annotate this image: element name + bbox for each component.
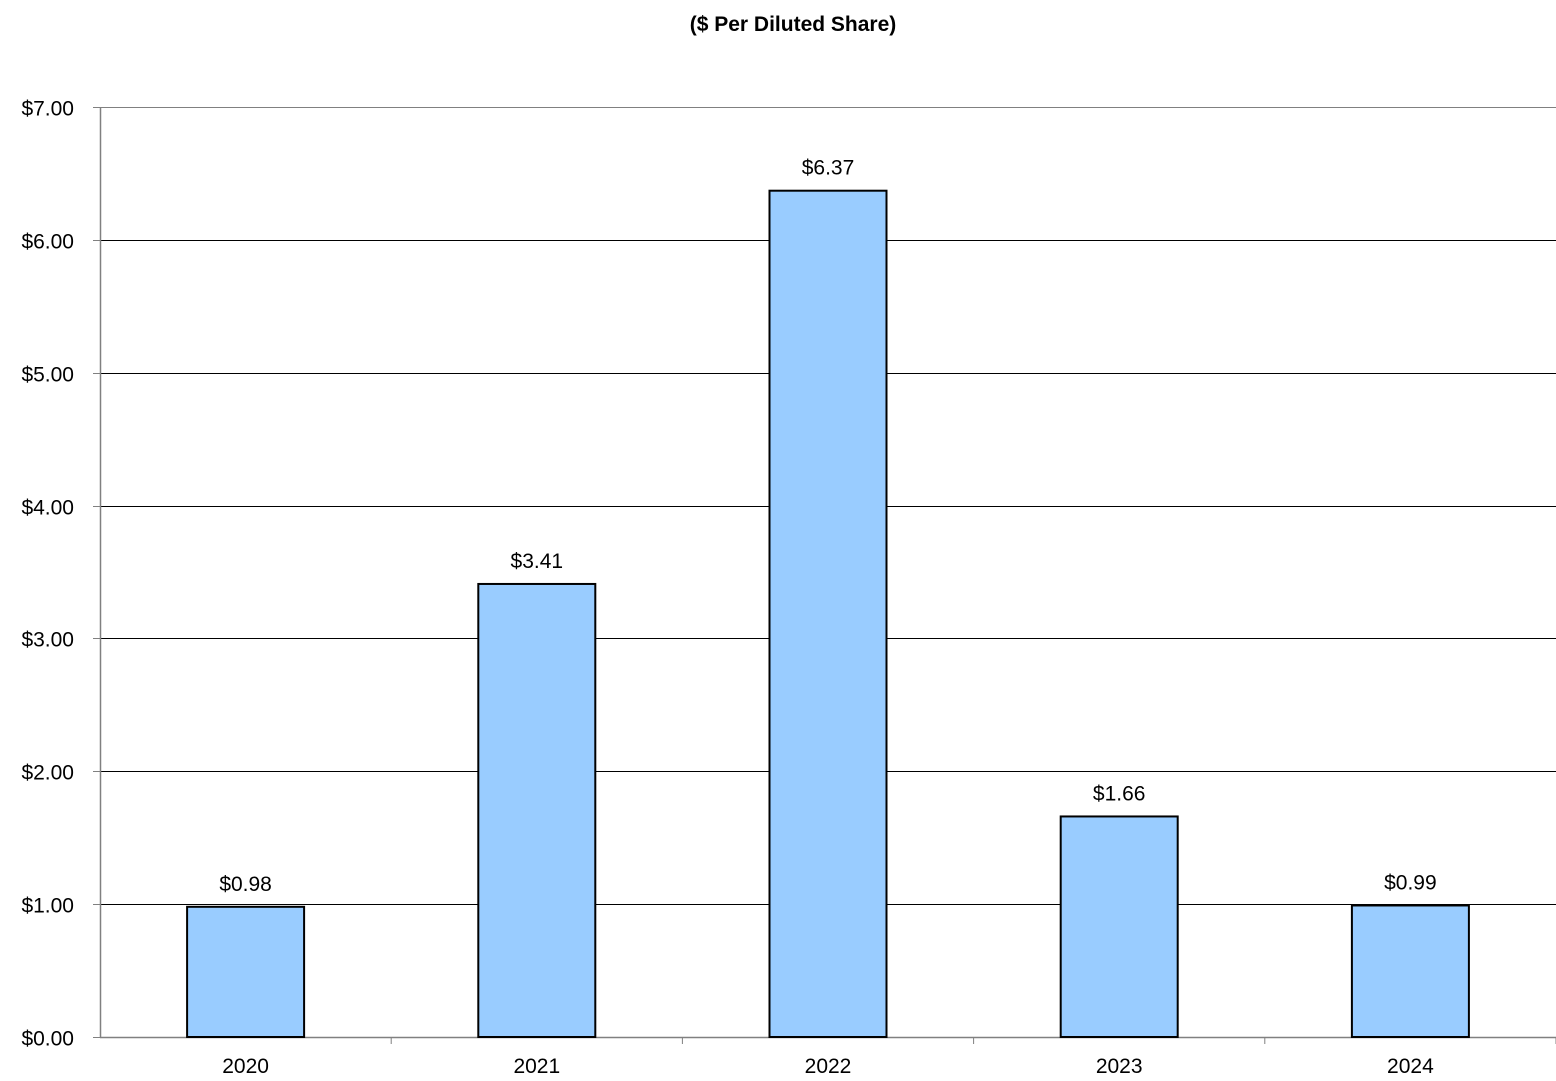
- y-tick-label: $0.00: [21, 1028, 74, 1051]
- y-tick-label: $7.00: [21, 98, 74, 121]
- data-labels: $0.98 $3.41 $6.37 $1.66 $0.99: [219, 157, 1436, 896]
- data-label-2024: $0.99: [1384, 871, 1437, 894]
- bar-2022: [768, 189, 888, 1038]
- data-label-2020: $0.98: [219, 873, 272, 896]
- x-axis-tick-labels: 2020 2021 2022 2023 2024: [222, 1055, 1434, 1078]
- y-tick-label: $5.00: [21, 364, 74, 387]
- x-tick-label-2021: 2021: [513, 1055, 560, 1078]
- y-tick-label: $2.00: [21, 762, 74, 785]
- data-label-2023: $1.66: [1093, 782, 1146, 805]
- bar-2024: [1350, 904, 1470, 1038]
- x-tick-label-2020: 2020: [222, 1055, 269, 1078]
- bars: [186, 189, 1470, 1039]
- y-axis-tick-labels: $0.00 $1.00 $2.00 $3.00 $4.00 $5.00 $6.00 $7.00: [21, 98, 74, 1051]
- x-tick-label-2023: 2023: [1096, 1055, 1143, 1078]
- data-label-2022: $6.37: [802, 157, 855, 180]
- y-tick-label: $3.00: [21, 629, 74, 652]
- data-label-2021: $3.41: [511, 550, 564, 573]
- x-tick-label-2024: 2024: [1387, 1055, 1434, 1078]
- bar-2021: [477, 582, 597, 1038]
- y-tick-label: $6.00: [21, 231, 74, 254]
- y-tick-label: $1.00: [21, 895, 74, 918]
- x-tick-label-2022: 2022: [805, 1055, 852, 1078]
- chart-title: ($ Per Diluted Share): [690, 13, 897, 36]
- bar-2023: [1059, 815, 1179, 1039]
- y-tick-label: $4.00: [21, 497, 74, 520]
- bar-2020: [186, 905, 306, 1038]
